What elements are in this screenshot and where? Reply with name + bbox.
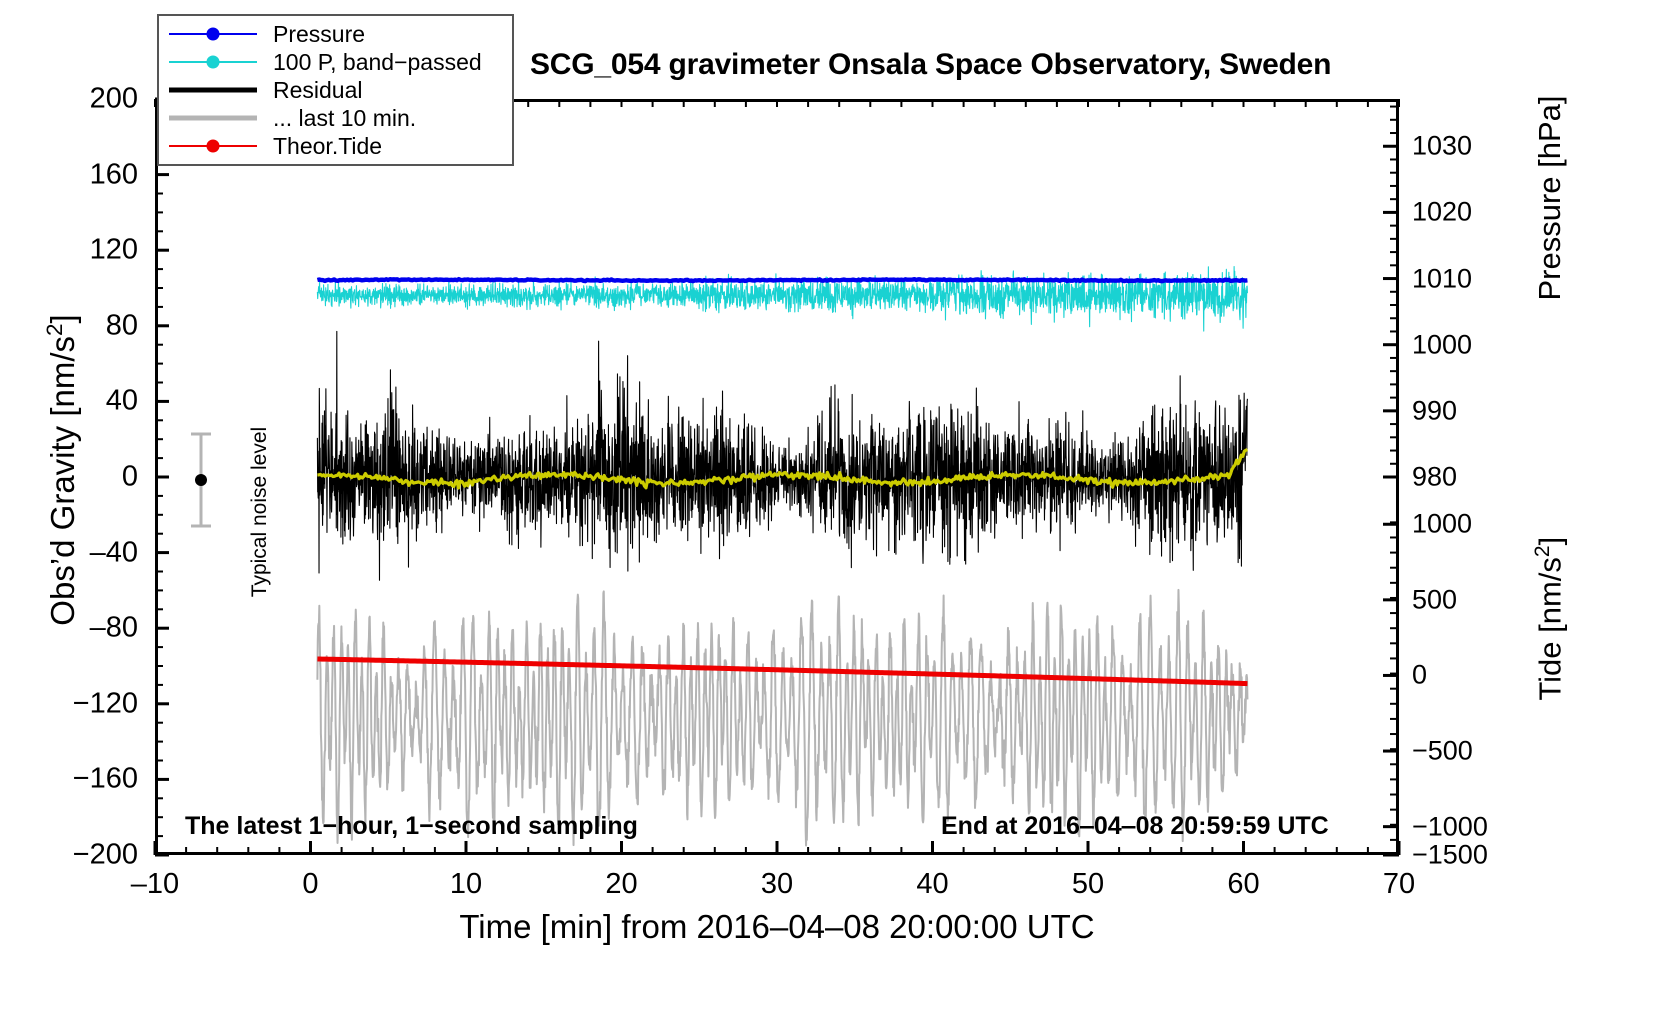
legend: Pressure 100 P, band−passed Residual... la… — [157, 14, 514, 166]
pressure-tick-label: 1020 — [1412, 196, 1473, 227]
y-tick-label: 0 — [121, 460, 138, 493]
tide-tick-label: 1000 — [1412, 508, 1473, 539]
tide-tick-label: 0 — [1412, 659, 1428, 690]
y-tick-label: ‒80 — [89, 611, 138, 644]
legend-line-icon — [169, 115, 257, 121]
series-canvas — [316, 266, 1249, 847]
legend-label: Theor.Tide — [273, 132, 383, 159]
legend-swatch — [167, 52, 259, 72]
legend-line-icon — [169, 87, 257, 93]
sampling-note: The latest 1−hour, 1−second sampling — [185, 812, 638, 840]
y-axis-right-pressure-title: Pressure [hPa] — [1532, 28, 1568, 368]
legend-label: Pressure — [273, 20, 366, 47]
legend-swatch — [167, 108, 259, 128]
legend-label: 100 P, band−passed — [273, 48, 482, 75]
tide-tick-label: −500 — [1412, 735, 1473, 766]
x-tick-label: 0 — [302, 868, 319, 900]
x-tick-label: 60 — [1227, 868, 1260, 900]
legend-swatch — [167, 80, 259, 100]
y-axis-left-title: Obs’d Gravity [nm/s2] — [42, 260, 82, 680]
legend-item: Pressure — [167, 20, 504, 48]
legend-label: Residual — [273, 76, 363, 103]
x-tick-label: 50 — [1071, 868, 1105, 900]
legend-label: ... last 10 min. — [273, 104, 417, 131]
x-tick-label: 70 — [1382, 868, 1416, 900]
y-tick-label: 200 — [89, 82, 138, 115]
tide-tick-label: 500 — [1412, 584, 1458, 615]
legend-item: 100 P, band−passed — [167, 48, 504, 76]
x-tick-label: 10 — [449, 868, 483, 900]
y-tick-label: −160 — [72, 762, 138, 795]
y-axis-right-ticks: 1030 1020 1010 1000 990 980 1000 500 0 −500 −1000−… — [1412, 0, 1562, 1020]
y-axis-right-tide-title: Tide [nm/s2] — [1531, 459, 1568, 779]
x-axis-title: Time [min] from 2016‒04‒08 20:00:00 UTC — [459, 908, 1095, 945]
pressure-tick-label: 1010 — [1412, 263, 1473, 294]
pressure-tick-label: 1030 — [1412, 130, 1473, 161]
pressure-tick-label: 1000 — [1412, 329, 1473, 360]
legend-swatch — [167, 136, 259, 156]
tide-tick-label: −1000 — [1412, 811, 1488, 842]
legend-swatch — [167, 24, 259, 44]
x-tick-label: 30 — [760, 868, 794, 900]
legend-item: ... last 10 min. — [167, 104, 504, 132]
legend-item: Residual — [167, 76, 504, 104]
y-tick-label: −200 — [72, 838, 138, 871]
legend-dot-icon — [206, 139, 220, 153]
page-title: SCG_054 gravimeter Onsala Space Observat… — [530, 48, 1332, 81]
plot-area — [155, 99, 1399, 855]
typical-noise-level-marker — [191, 432, 211, 528]
legend-dot-icon — [206, 55, 220, 69]
y-axis-left-title-text: Obs’d Gravity [nm/s2] — [42, 314, 81, 626]
y-tick-label: 160 — [89, 158, 138, 191]
x-tick-label: 40 — [916, 868, 949, 900]
end-time-note: End at 2016‒04‒08 20:59:59 UTC — [941, 812, 1329, 840]
y-axis-left-ticks: 200 160 120 80 40 0 ‒40 ‒80 −120 −160 −200 — [0, 0, 138, 1020]
y-tick-label: −120 — [72, 687, 138, 720]
legend-dot-icon — [206, 27, 220, 41]
tide-axis-title-text: Tide [nm/s2] — [1531, 536, 1568, 701]
y-tick-label: 80 — [105, 309, 138, 342]
pressure-axis-title-text: Pressure [hPa] — [1532, 95, 1567, 301]
y-tick-label: 40 — [105, 384, 138, 417]
tide-tick-label: −1500 — [1412, 839, 1488, 870]
x-tick-label: 20 — [605, 868, 638, 900]
y-tick-label: 120 — [89, 233, 138, 266]
legend-item: Theor.Tide — [167, 132, 504, 160]
x-tick-label: ‒10 — [130, 868, 180, 900]
pressure-tick-label: 990 — [1412, 395, 1458, 426]
typical-noise-level-label: Typical noise level — [248, 426, 271, 598]
y-tick-label: ‒40 — [89, 536, 138, 569]
pressure-tick-label: 980 — [1412, 461, 1458, 492]
